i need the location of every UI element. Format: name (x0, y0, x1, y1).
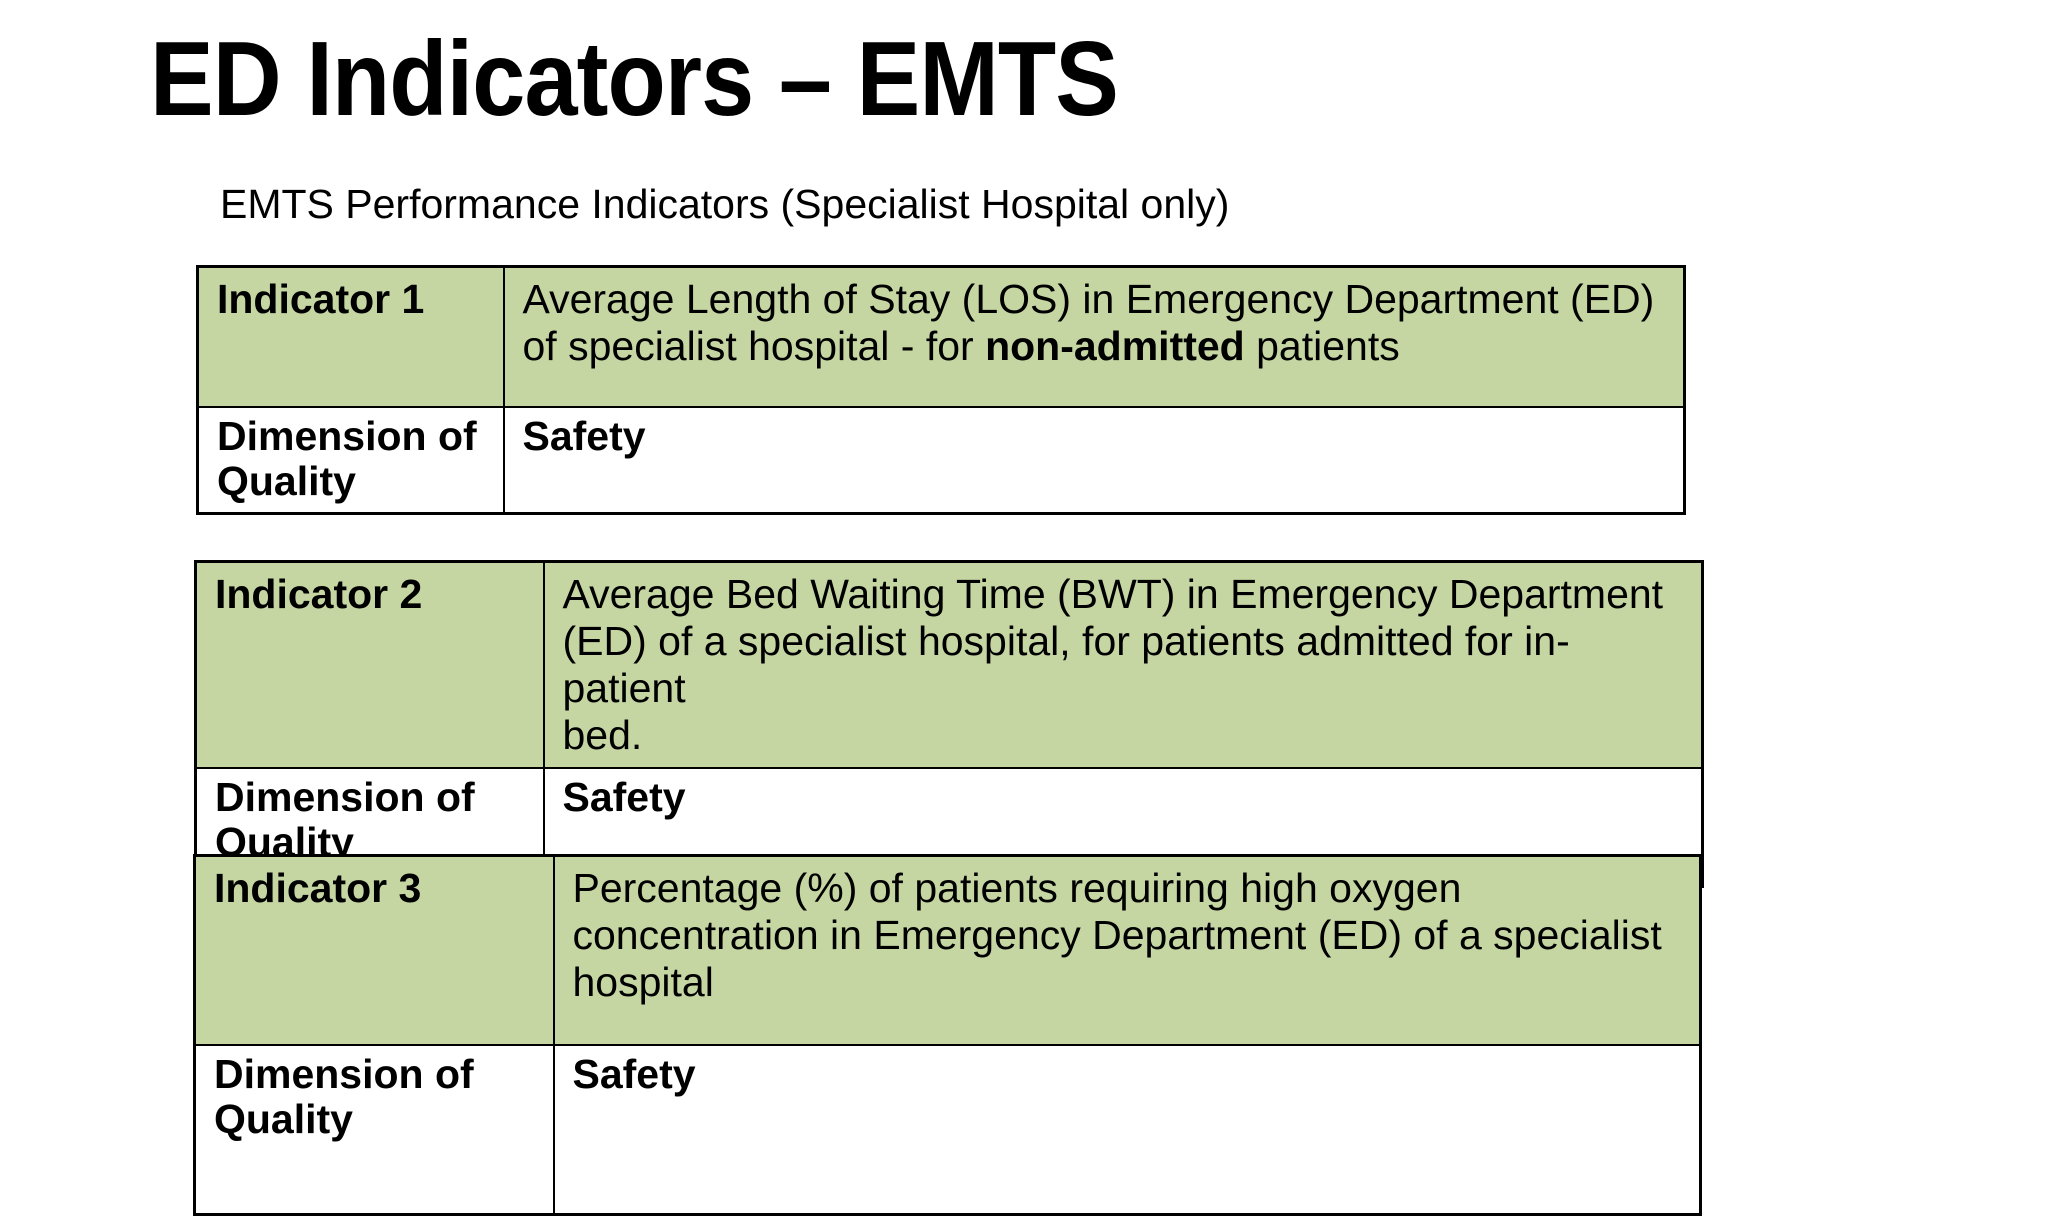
indicator-1-description-cell: Average Length of Stay (LOS) in Emergenc… (502, 265, 1686, 408)
indicator-3-table: Indicator 3 Percentage (%) of patients r… (193, 854, 1702, 1216)
page-subtitle: EMTS Performance Indicators (Specialist … (220, 181, 1230, 227)
indicator-3-dimension-row: Dimension of Quality Safety (193, 1043, 1702, 1216)
indicator-1-label-cell: Indicator 1 (196, 265, 505, 408)
page-title: ED Indicators – EMTS (150, 20, 1119, 138)
indicator-3-dimension-label-cell: Dimension of Quality (193, 1043, 555, 1216)
indicator-3-label-cell: Indicator 3 (193, 854, 555, 1046)
indicator-2-table: Indicator 2 Average Bed Waiting Time (BW… (194, 560, 1704, 888)
indicator-1-dimension-row: Dimension of Quality Safety (196, 405, 1686, 514)
indicator-3-description-cell: Percentage (%) of patients requiring hig… (552, 854, 1702, 1046)
indicator-3-description-text: Percentage (%) of patients requiring hig… (572, 865, 1662, 1005)
indicator-1-dimension-value-cell: Safety (502, 405, 1686, 514)
indicator-3-header-row: Indicator 3 Percentage (%) of patients r… (193, 854, 1702, 1046)
indicator-2-description-cell: Average Bed Waiting Time (BWT) in Emerge… (542, 560, 1704, 769)
indicator-2-header-row: Indicator 2 Average Bed Waiting Time (BW… (194, 560, 1704, 769)
indicator-2-description-text: Average Bed Waiting Time (BWT) in Emerge… (562, 571, 1664, 758)
indicator-1-description-text: Average Length of Stay (LOS) in Emergenc… (522, 276, 1655, 369)
indicator-3-dimension-value-cell: Safety (552, 1043, 1702, 1216)
indicator-2-label-cell: Indicator 2 (194, 560, 545, 769)
indicator-1-dimension-label-cell: Dimension of Quality (196, 405, 505, 514)
indicator-1-header-row: Indicator 1 Average Length of Stay (LOS)… (196, 265, 1686, 408)
indicator-1-description-suffix: patients (1244, 323, 1400, 369)
indicator-1-description-bold: non-admitted (985, 323, 1245, 369)
indicator-1-table: Indicator 1 Average Length of Stay (LOS)… (196, 265, 1686, 515)
